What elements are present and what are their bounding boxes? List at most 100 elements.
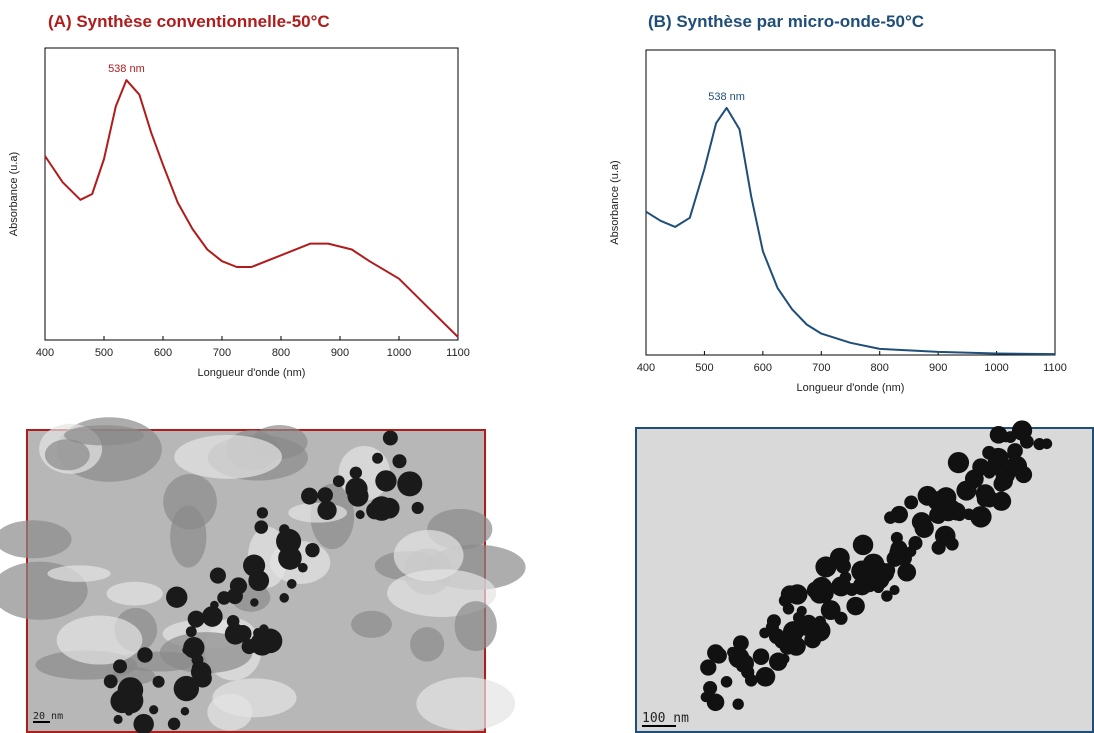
scale-label-a: 20 nm	[33, 711, 63, 722]
spectrum-line	[44, 79, 459, 338]
x-tick-label: 800	[871, 362, 889, 374]
particle	[113, 714, 123, 724]
particle	[345, 477, 368, 500]
particle	[180, 707, 190, 716]
y-axis-label: Absorbance (u.a)	[8, 152, 20, 236]
particle	[369, 496, 394, 521]
particle	[1041, 438, 1053, 450]
particle	[133, 713, 154, 733]
particle	[987, 447, 1009, 469]
particle	[305, 542, 320, 558]
particle	[286, 579, 297, 589]
particle	[809, 583, 830, 604]
x-tick-label: 600	[754, 362, 772, 374]
support-film	[163, 474, 217, 530]
x-tick-label: 400	[637, 362, 655, 374]
particle	[149, 705, 159, 715]
peak-annotation: 538 nm	[108, 63, 145, 75]
particle	[278, 546, 302, 570]
x-tick-label: 1000	[387, 347, 411, 359]
x-tick-label: 900	[929, 362, 947, 374]
particle	[947, 451, 970, 474]
plot-frame	[645, 49, 1056, 356]
particle	[152, 675, 165, 688]
particle	[113, 659, 127, 674]
particle	[782, 621, 804, 643]
particle	[929, 506, 947, 524]
particle	[250, 598, 259, 607]
particle	[786, 636, 806, 656]
x-tick-label: 1100	[1043, 362, 1067, 374]
particle	[813, 615, 827, 628]
particle	[769, 652, 788, 671]
particle	[1015, 466, 1033, 484]
support-film	[393, 529, 464, 582]
x-axis-label: Longueur d'onde (nm)	[198, 367, 306, 379]
particle	[166, 586, 188, 608]
x-tick-label: 1000	[984, 362, 1008, 374]
support-film	[351, 610, 392, 638]
particle	[392, 454, 407, 469]
particle	[397, 471, 423, 497]
particle	[703, 681, 718, 696]
particle	[710, 647, 727, 664]
particle	[183, 636, 205, 659]
support-film	[106, 581, 163, 606]
particle	[700, 691, 711, 703]
particle	[250, 631, 274, 656]
particle	[256, 507, 269, 519]
particle	[1007, 447, 1021, 461]
particle	[975, 484, 995, 504]
chart-title: (A) Synthèse conventionnelle-50°C	[48, 12, 330, 31]
particle	[889, 585, 900, 596]
particle	[137, 647, 153, 663]
chart-title: (B) Synthèse par micro-onde-50°C	[648, 12, 924, 31]
particles-b	[700, 420, 1053, 712]
particle	[259, 624, 269, 634]
particle	[868, 568, 890, 590]
x-tick-label: 900	[331, 347, 349, 359]
particle	[279, 593, 290, 603]
x-tick-label: 500	[95, 347, 113, 359]
particle	[935, 487, 957, 508]
particle	[914, 518, 934, 538]
particle	[845, 583, 859, 596]
x-tick-label: 500	[695, 362, 713, 374]
particle	[297, 562, 308, 573]
particle	[732, 698, 744, 710]
y-axis-label: Absorbance (u.a)	[609, 160, 621, 244]
particle	[317, 487, 333, 503]
particle	[796, 605, 807, 617]
particle	[1011, 420, 1033, 441]
particle	[727, 646, 738, 658]
particle	[991, 491, 1012, 511]
support-film	[56, 615, 143, 665]
particle	[201, 606, 223, 627]
particle	[1004, 431, 1017, 443]
particle	[411, 501, 424, 515]
particle	[700, 659, 717, 676]
particle	[372, 452, 384, 464]
particle	[167, 717, 181, 731]
particle	[852, 534, 874, 556]
particle	[846, 596, 865, 616]
support-film	[174, 435, 283, 479]
particle	[873, 582, 884, 594]
particle	[759, 627, 771, 639]
x-tick-label: 700	[812, 362, 830, 374]
particle	[226, 588, 243, 605]
support-film	[64, 425, 145, 446]
particle	[349, 466, 363, 479]
particle	[317, 500, 337, 520]
support-film	[288, 502, 348, 523]
particle	[896, 550, 912, 567]
particle	[972, 458, 990, 476]
particle	[800, 614, 817, 631]
particle	[382, 430, 398, 446]
particle	[970, 506, 992, 528]
particle	[103, 674, 118, 689]
support-film	[416, 677, 516, 731]
x-tick-label: 600	[154, 347, 172, 359]
particle	[755, 666, 776, 687]
